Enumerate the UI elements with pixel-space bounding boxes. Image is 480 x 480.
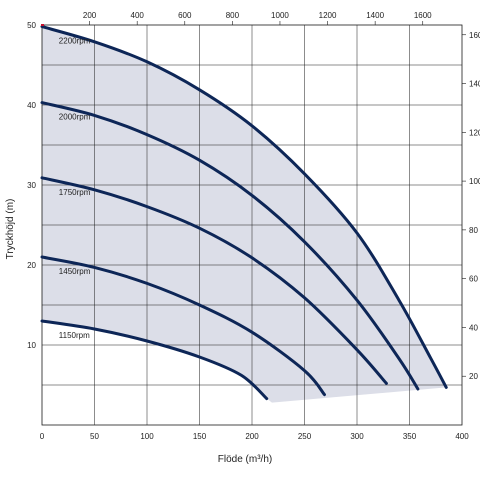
x-tick-label: 300 [350, 432, 364, 441]
corner-marker [41, 24, 44, 26]
y-axis-label: Tryckhöjd (m) [5, 199, 16, 260]
right-tick-label: 20 [469, 372, 478, 381]
series-label-1750rpm: 1750rpm [59, 188, 91, 197]
top-tick-label: 800 [226, 11, 240, 20]
y-tick-label: 40 [27, 101, 36, 110]
right-tick-label: 140 [469, 80, 480, 89]
top-tick-label: 1000 [271, 11, 289, 20]
curve-1750rpm [40, 176, 388, 385]
right-tick-label: 100 [469, 177, 480, 186]
curve-1450rpm [40, 255, 326, 397]
y-tick-label: 20 [27, 261, 36, 270]
curve-2000rpm [40, 101, 420, 391]
x-tick-label: 50 [90, 432, 99, 441]
top-tick-label: 400 [131, 11, 145, 20]
curve-2200rpm [40, 25, 448, 389]
x-tick-label: 0 [40, 432, 45, 441]
x-tick-label: 150 [193, 432, 207, 441]
right-tick-label: 80 [469, 226, 478, 235]
x-tick-label: 250 [298, 432, 312, 441]
x-axis-label: Flöde (m³/h) [218, 454, 272, 465]
x-tick-label: 200 [245, 432, 259, 441]
operating-area [42, 26, 447, 403]
y-tick-label: 50 [27, 21, 36, 30]
top-tick-label: 1400 [366, 11, 384, 20]
right-tick-label: 40 [469, 323, 478, 332]
right-tick-label: 120 [469, 128, 480, 137]
x-tick-label: 100 [140, 432, 154, 441]
top-tick-label: 1600 [414, 11, 432, 20]
y-tick-label: 30 [27, 181, 36, 190]
x-tick-label: 350 [403, 432, 417, 441]
series-label-2200rpm: 2200rpm [59, 37, 91, 46]
right-tick-label: 160 [469, 31, 480, 40]
series-label-1150rpm: 1150rpm [59, 331, 90, 340]
right-tick-label: 60 [469, 275, 478, 284]
series-label-1450rpm: 1450rpm [59, 267, 91, 276]
curve-1150rpm [40, 319, 269, 401]
x-tick-label: 400 [455, 432, 469, 441]
series-label-2000rpm: 2000rpm [59, 113, 91, 122]
top-tick-label: 600 [178, 11, 192, 20]
top-tick-label: 200 [83, 11, 97, 20]
y-tick-label: 10 [27, 341, 36, 350]
top-tick-label: 1200 [319, 11, 337, 20]
